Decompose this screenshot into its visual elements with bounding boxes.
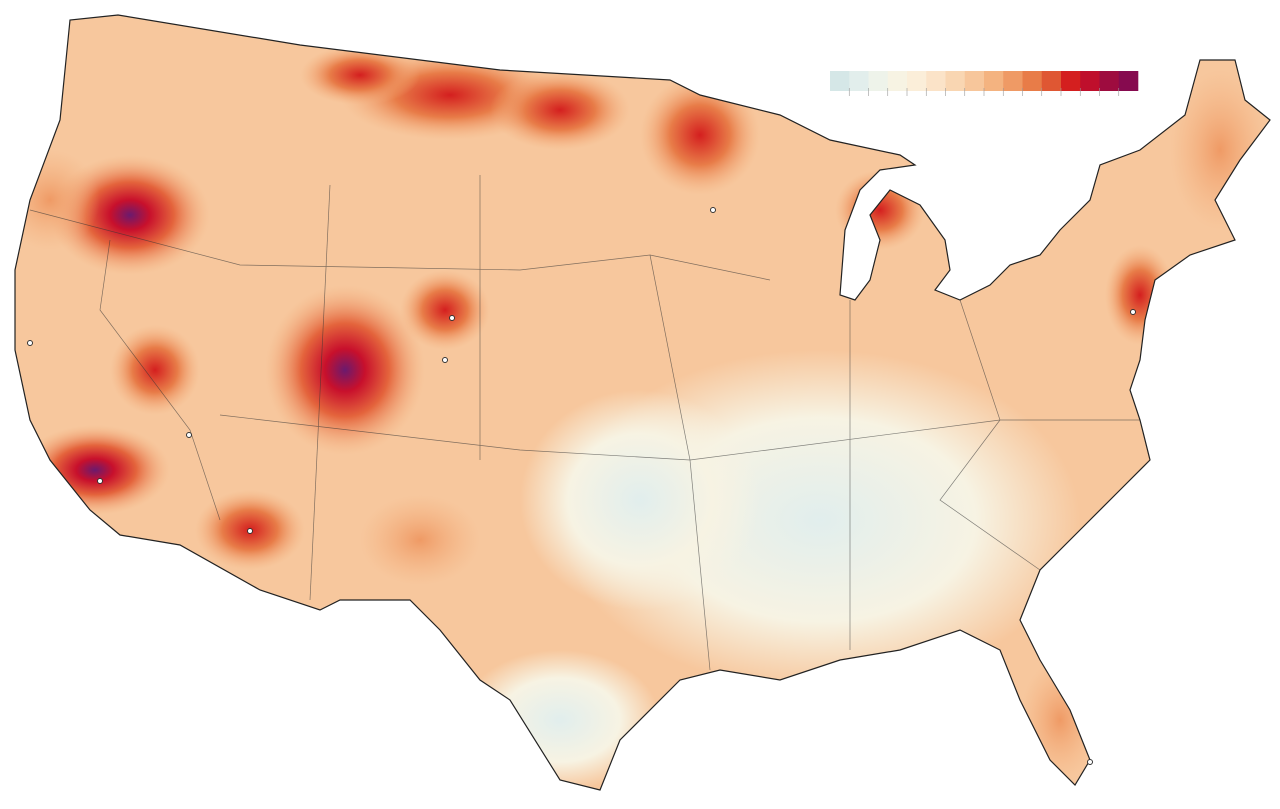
- legend-swatch: [1041, 71, 1062, 91]
- city-dot: [1130, 309, 1136, 315]
- state-line: [939, 299, 1041, 571]
- legend-swatch: [1099, 71, 1120, 91]
- city-dot: [449, 315, 455, 321]
- state-line: [29, 209, 771, 281]
- legend-swatch: [1118, 71, 1139, 91]
- legend-swatch: [907, 71, 927, 91]
- city-dot: [97, 478, 103, 484]
- legend-swatch: [1003, 71, 1023, 91]
- legend-swatch: [1022, 71, 1043, 91]
- legend-swatch: [1061, 71, 1081, 91]
- state-line: [99, 239, 221, 521]
- legend: [830, 71, 1139, 96]
- legend-swatch: [830, 71, 850, 91]
- legend-swatch: [1080, 71, 1100, 91]
- state-line: [649, 254, 711, 671]
- legend-swatch: [984, 71, 1004, 91]
- legend-swatch: [868, 71, 889, 91]
- city-dot: [247, 528, 253, 534]
- legend-swatch: [887, 71, 908, 91]
- cities: [27, 207, 1136, 765]
- city-dot: [1087, 759, 1093, 765]
- city-dot: [186, 432, 192, 438]
- legend-swatch: [926, 71, 946, 91]
- city-dot: [27, 340, 33, 346]
- city-dot: [442, 357, 448, 363]
- city-dot: [710, 207, 716, 213]
- legend-swatch: [945, 71, 966, 91]
- legend-swatch: [849, 71, 869, 91]
- state-lines: [29, 175, 1140, 671]
- state-line: [309, 184, 331, 601]
- legend-swatch: [964, 71, 985, 91]
